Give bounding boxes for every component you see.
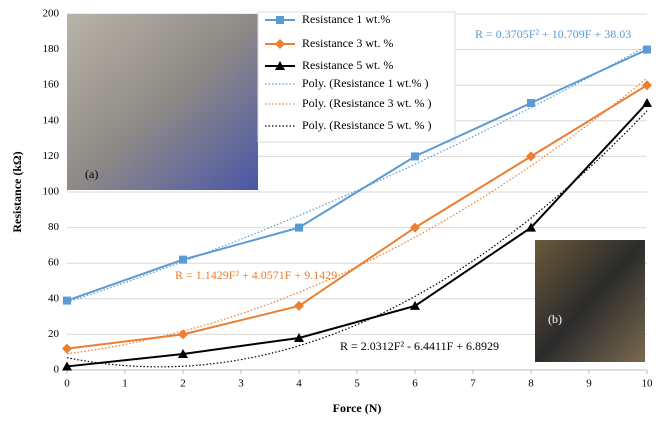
x-tick-label: 6 [412,378,418,390]
annotation: (a) [85,167,98,181]
equation-label: R = 0.3705F² + 10.709F + 38.03 [475,27,631,41]
marker [276,16,284,24]
x-tick-label: 2 [180,378,186,390]
legend-label: Resistance 1 wt.% [302,12,390,26]
marker [178,329,188,339]
chart: (a) (b) Force (N) Resistance (kΩ) 020406… [0,0,659,422]
marker [179,256,187,264]
marker [643,46,651,54]
photo-b [535,240,645,362]
legend-label: Poly. (Resistance 3 wt. % ) [302,96,432,110]
x-tick-label: 5 [354,378,360,390]
x-axis-label: Force (N) [333,401,382,415]
y-tick-label: 200 [43,8,60,20]
y-tick-label: 120 [43,150,60,162]
y-tick-label: 0 [54,364,60,376]
y-tick-label: 180 [43,43,60,55]
photo-a [67,14,258,190]
y-tick-label: 100 [43,186,60,198]
marker [411,152,419,160]
legend-label: Resistance 5 wt. % [302,58,393,72]
equation-label: R = 2.0312F² - 6.4411F + 6.8929 [340,339,499,353]
marker [642,80,652,90]
marker [527,99,535,107]
marker [642,98,652,107]
y-axis-label: Resistance (kΩ) [10,151,24,232]
x-tick-label: 10 [642,378,654,390]
legend-label: Poly. (Resistance 1 wt.% ) [302,76,429,90]
x-tick-label: 7 [470,378,476,390]
marker [62,344,72,354]
x-tick-label: 0 [64,378,70,390]
equation-label: R = 1.1429F² + 4.0571F + 9.1429 [175,268,337,282]
page: {"chart_data": {"type": "line", "x_label… [0,0,659,422]
y-tick-label: 20 [48,328,60,340]
y-tick-label: 60 [48,257,60,269]
y-tick-label: 140 [43,114,60,126]
x-tick-label: 1 [122,378,128,390]
x-tick-label: 4 [296,378,302,390]
x-tick-label: 3 [238,378,244,390]
y-tick-label: 40 [48,292,60,304]
y-tick-label: 80 [48,221,60,233]
annotation: (b) [548,312,562,326]
legend-label: Resistance 3 wt. % [302,36,393,50]
marker [410,301,420,310]
marker [526,151,536,161]
y-tick-label: 160 [43,79,60,91]
marker [63,297,71,305]
marker [295,224,303,232]
legend-label: Poly. (Resistance 5 wt. % ) [302,118,432,132]
x-tick-label: 8 [528,378,534,390]
x-tick-label: 9 [586,378,592,390]
